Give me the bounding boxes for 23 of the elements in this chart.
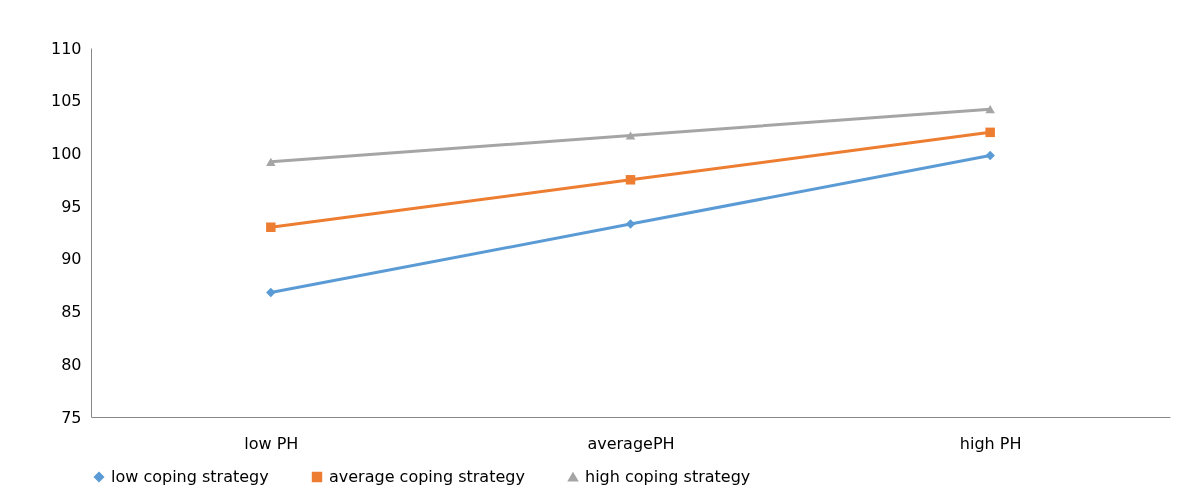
legend-label: average coping strategy [329, 467, 525, 486]
point [625, 131, 636, 140]
x-tick-label: low PH [244, 433, 299, 453]
point [985, 150, 995, 161]
x-tick-label: averagePH [587, 433, 675, 453]
point [266, 287, 276, 298]
y-tick-label: 90 [61, 249, 82, 269]
legend-label: low coping strategy [111, 467, 269, 486]
y-tick-label: 80 [61, 354, 82, 374]
point [625, 219, 636, 229]
point [266, 222, 276, 232]
point [985, 127, 995, 138]
point [625, 175, 636, 185]
point [266, 157, 276, 166]
y-tick-label: 95 [61, 196, 82, 216]
x-tick-label: high PH [959, 433, 1022, 453]
y-tick-label: 75 [61, 407, 82, 427]
y-tick-label: 105 [50, 91, 82, 111]
legend-label: high coping strategy [585, 467, 751, 486]
y-tick-label: 85 [61, 302, 82, 322]
point [985, 105, 995, 114]
y-tick-label: 100 [50, 143, 82, 163]
y-tick-label: 110 [50, 38, 82, 58]
